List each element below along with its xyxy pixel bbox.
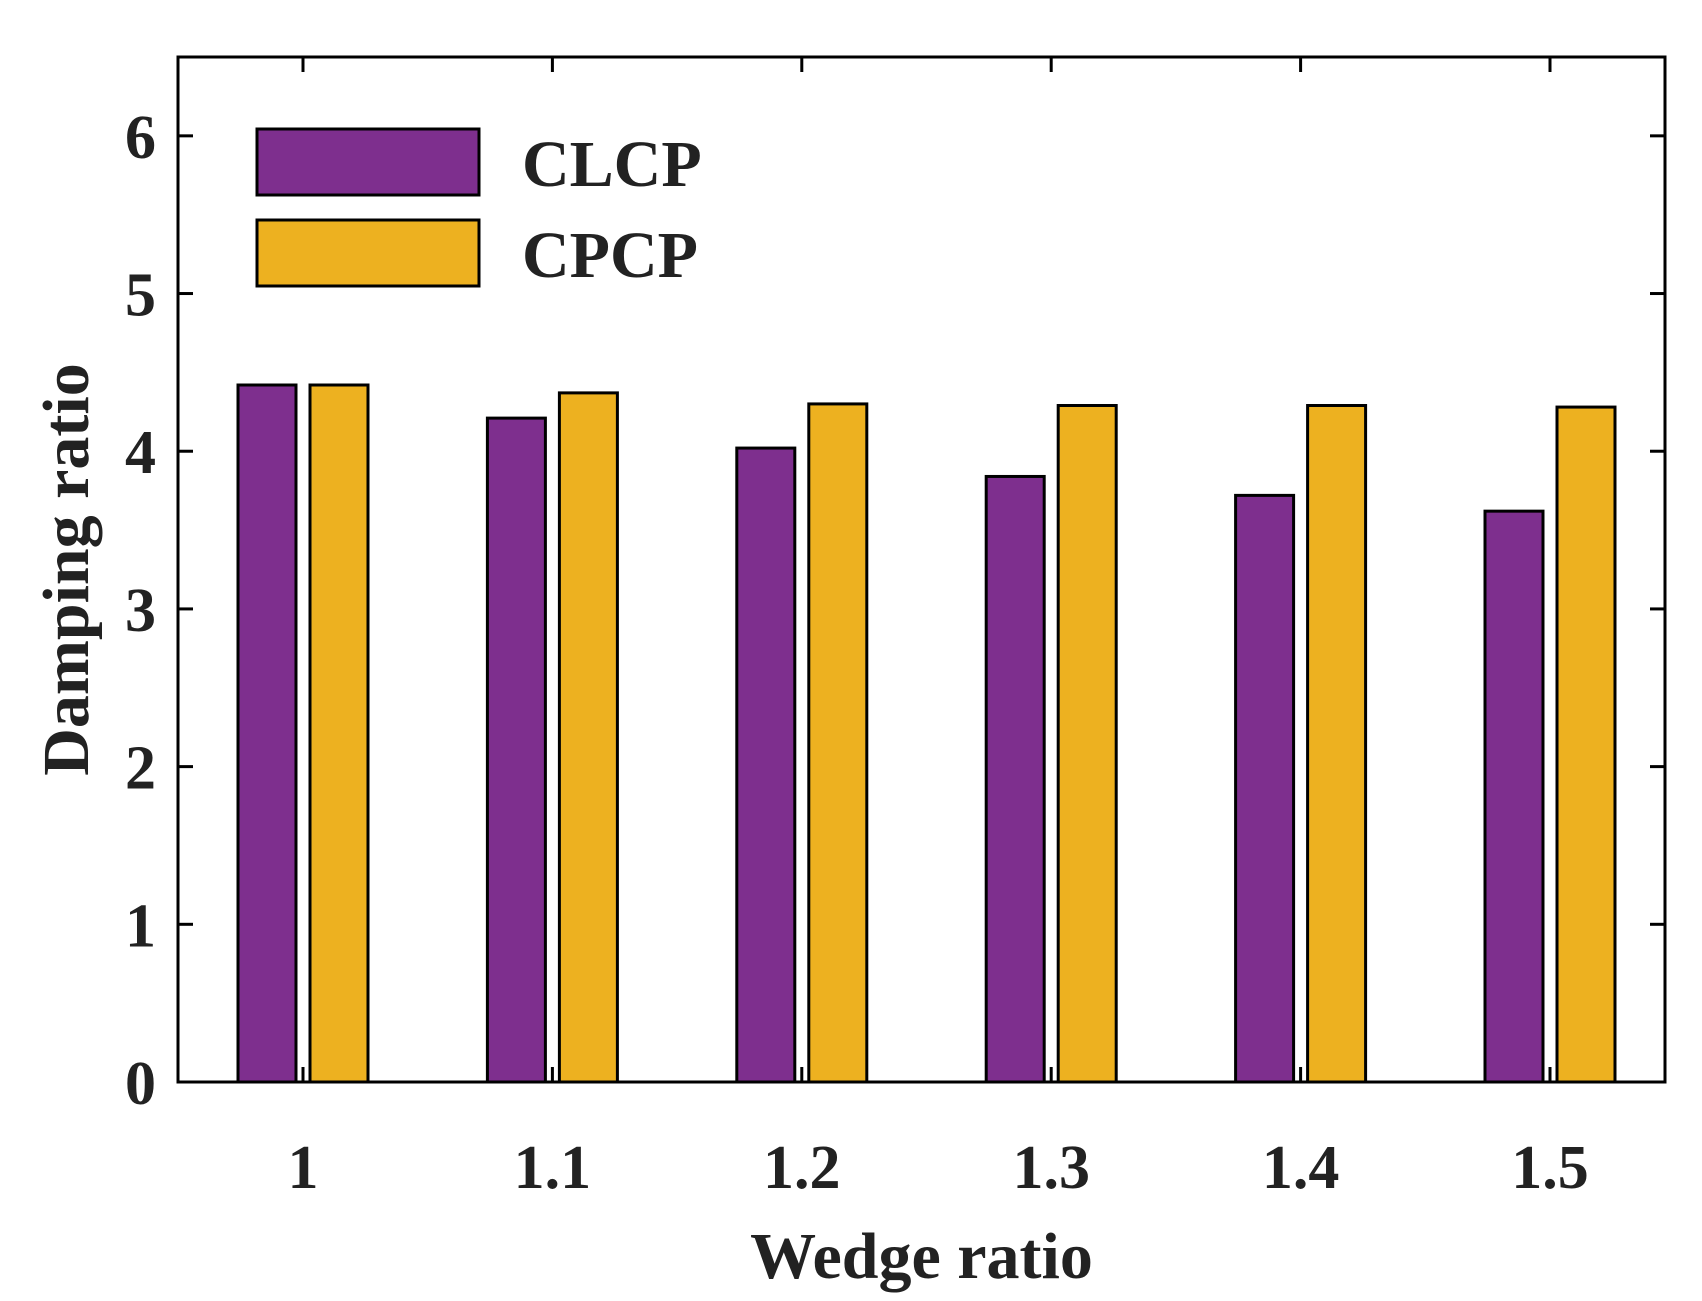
ticks-group: 0 1 2 3 4 5 6 1 1.1 1.2 1.3 1.4 1.5 [125, 57, 1665, 1202]
x-axis-title: Wedge ratio [750, 1220, 1093, 1293]
y-tick-label-0: 0 [125, 1050, 156, 1118]
x-tick-label-1.4: 1.4 [1262, 1134, 1340, 1202]
x-tick-label-1: 1 [288, 1134, 319, 1202]
x-tick-label-1.5: 1.5 [1511, 1134, 1589, 1202]
bars-group [236, 383, 1617, 1084]
legend-label-clcp: CLCP [522, 128, 702, 201]
y-axis-title: Damping ratio [30, 363, 103, 776]
legend-swatch-clcp [255, 127, 481, 197]
bar-cpcp-1 [308, 383, 370, 1084]
y-tick-label-5: 5 [125, 262, 156, 330]
bar-cpcp-1.4 [1306, 404, 1368, 1084]
x-tick-label-1.3: 1.3 [1012, 1134, 1090, 1202]
bar-cpcp-1.3 [1056, 404, 1118, 1084]
x-tick-label-1.1: 1.1 [514, 1134, 592, 1202]
bar-cpcp-1.2 [807, 402, 869, 1084]
bar-clcp-1.1 [485, 416, 547, 1084]
y-tick-label-3: 3 [125, 577, 156, 645]
y-tick-label-6: 6 [125, 104, 156, 172]
bar-cpcp-1.5 [1555, 405, 1617, 1084]
bar-clcp-1.3 [984, 474, 1046, 1084]
bar-cpcp-1.1 [557, 391, 619, 1084]
bar-clcp-1 [236, 383, 298, 1084]
legend-label-cpcp: CPCP [522, 219, 698, 292]
y-tick-label-4: 4 [125, 419, 156, 487]
plot-frame [176, 55, 1667, 1084]
y-tick-label-1: 1 [125, 892, 156, 960]
x-tick-label-1.2: 1.2 [763, 1134, 841, 1202]
bar-clcp-1.5 [1483, 509, 1545, 1084]
y-tick-label-2: 2 [125, 735, 156, 803]
legend-swatch-cpcp [255, 218, 481, 288]
legend: CLCP CPCP [255, 127, 702, 292]
bar-clcp-1.2 [735, 446, 797, 1084]
axes-group [176, 55, 1667, 1084]
bar-clcp-1.4 [1234, 493, 1296, 1084]
